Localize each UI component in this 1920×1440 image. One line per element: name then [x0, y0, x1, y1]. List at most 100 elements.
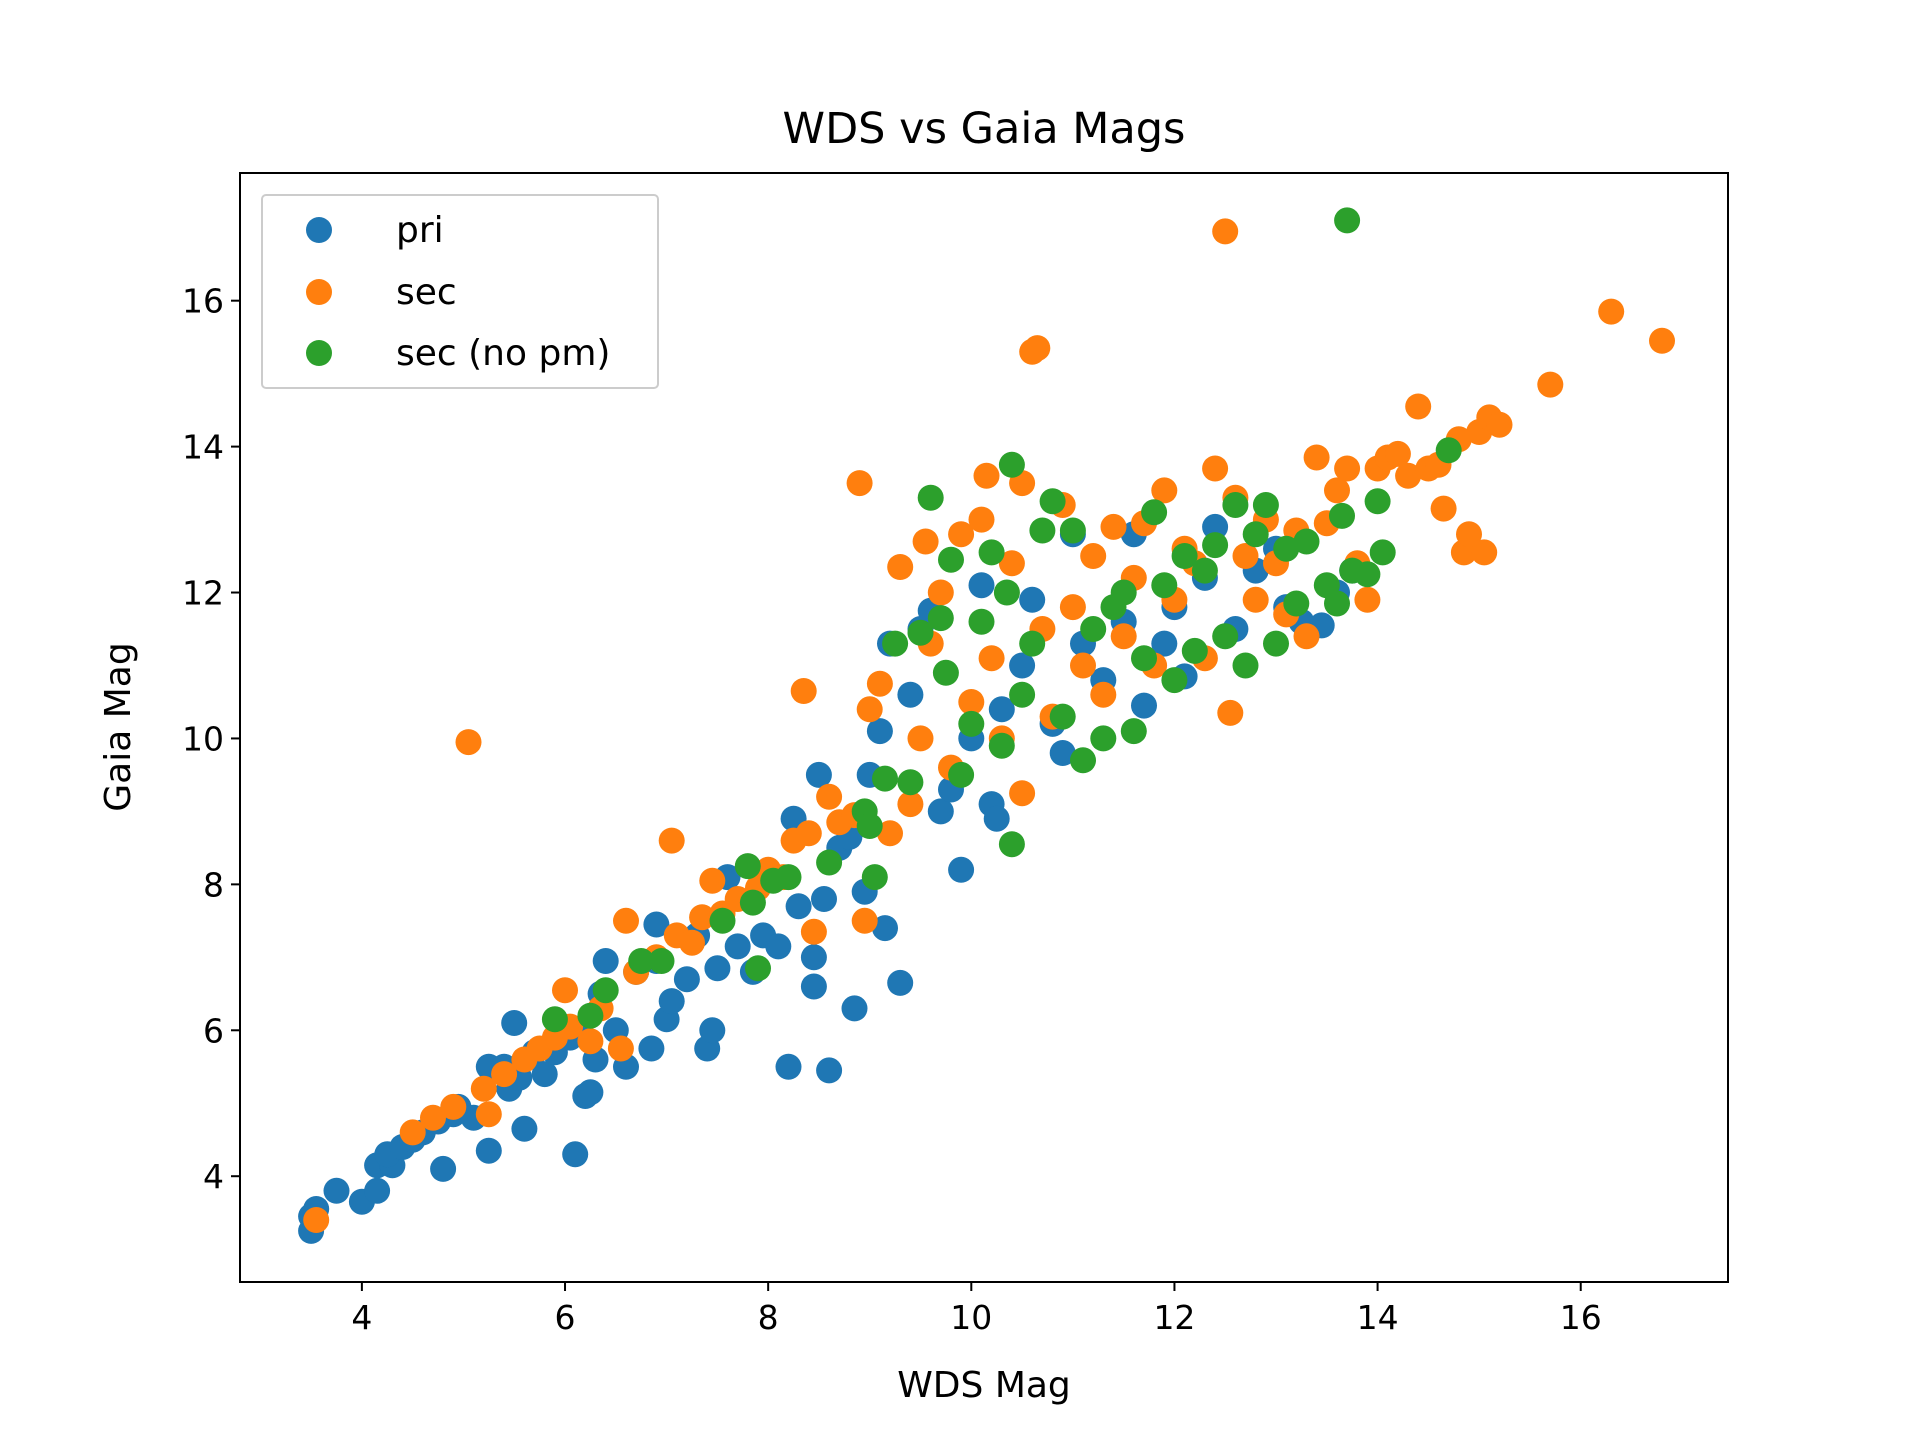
- data-point: [1024, 335, 1051, 362]
- x-tick-label: 8: [758, 1298, 779, 1337]
- y-tick-label: 12: [182, 574, 224, 613]
- data-point: [866, 718, 893, 745]
- data-point: [1131, 692, 1157, 719]
- data-point: [1181, 637, 1208, 664]
- data-point: [978, 645, 1005, 672]
- data-point: [856, 696, 883, 723]
- data-point: [775, 864, 802, 891]
- data-point: [912, 528, 939, 555]
- data-point: [1430, 495, 1457, 522]
- data-point: [1242, 521, 1269, 548]
- data-point: [872, 915, 898, 942]
- data-point: [643, 911, 670, 938]
- data-point: [1324, 590, 1350, 617]
- legend-label-pri: pri: [396, 210, 444, 251]
- data-point: [978, 539, 1005, 566]
- data-point: [1100, 513, 1127, 540]
- x-axis: 4 6 8 10 12 14 16: [351, 1282, 1602, 1337]
- legend-label-sec: sec: [396, 272, 457, 313]
- data-point: [562, 1141, 589, 1168]
- data-point: [1090, 681, 1117, 708]
- series-sec-no-pm: [541, 207, 1462, 1033]
- x-axis-label: WDS Mag: [897, 1365, 1071, 1406]
- data-point: [1283, 590, 1310, 617]
- data-point: [968, 608, 995, 635]
- data-point: [917, 484, 944, 511]
- data-point: [420, 1104, 446, 1131]
- data-point: [1471, 539, 1498, 566]
- data-point: [1049, 703, 1076, 730]
- data-point: [709, 907, 736, 934]
- data-point: [1090, 725, 1117, 752]
- data-point: [1049, 740, 1076, 766]
- data-point: [475, 1137, 502, 1164]
- data-point: [607, 1035, 634, 1062]
- data-point: [1070, 747, 1096, 774]
- data-point: [1293, 528, 1320, 555]
- data-point: [927, 798, 954, 825]
- legend-marker-pri: [306, 217, 332, 243]
- data-point: [1354, 586, 1381, 613]
- data-point: [613, 907, 639, 934]
- data-point: [1120, 718, 1147, 745]
- data-point: [948, 856, 975, 883]
- data-point: [907, 619, 934, 646]
- x-tick-label: 12: [1153, 1298, 1195, 1337]
- data-point: [1080, 616, 1107, 642]
- data-point: [1324, 477, 1350, 504]
- data-point: [800, 918, 827, 945]
- data-point: [1329, 502, 1355, 529]
- data-point: [988, 696, 1015, 723]
- data-point: [877, 820, 903, 847]
- data-point: [1029, 517, 1056, 544]
- data-point: [531, 1061, 558, 1088]
- data-point: [1456, 521, 1482, 548]
- data-point: [1171, 543, 1198, 569]
- data-point: [846, 470, 873, 497]
- data-point: [577, 1079, 604, 1106]
- data-point: [679, 929, 705, 956]
- data-point: [1217, 699, 1244, 726]
- plot-frame: [239, 172, 1729, 1283]
- legend-marker-sec: [306, 279, 332, 305]
- data-point: [816, 849, 843, 876]
- data-point: [968, 572, 995, 599]
- data-point: [998, 831, 1025, 858]
- data-point: [993, 579, 1020, 606]
- data-point: [948, 761, 975, 788]
- data-point: [795, 820, 822, 847]
- data-point: [689, 904, 716, 931]
- x-tick-label: 14: [1357, 1298, 1399, 1337]
- data-point: [475, 1101, 502, 1128]
- data-point: [938, 546, 964, 573]
- data-point: [1191, 557, 1218, 584]
- data-point: [1151, 630, 1178, 657]
- data-point: [399, 1119, 426, 1146]
- data-point: [1395, 462, 1422, 489]
- data-point: [552, 977, 578, 1004]
- data-point: [1232, 652, 1259, 679]
- data-point: [968, 506, 995, 533]
- data-point: [699, 867, 726, 894]
- data-point: [958, 689, 985, 715]
- data-point: [973, 462, 1000, 489]
- data-point: [455, 729, 482, 756]
- data-point: [765, 933, 792, 960]
- data-point: [1110, 623, 1137, 650]
- y-tick-label: 16: [182, 282, 224, 321]
- data-point: [1202, 455, 1229, 482]
- data-point: [1080, 543, 1107, 569]
- data-point: [1059, 594, 1086, 621]
- data-point: [897, 791, 924, 818]
- data-point: [887, 554, 914, 580]
- y-tick-label: 8: [203, 865, 224, 904]
- y-axis: 4 6 8 10 12 14 16: [182, 282, 240, 1196]
- data-point: [866, 670, 893, 697]
- x-tick-label: 4: [351, 1298, 372, 1337]
- data-point: [816, 783, 843, 810]
- data-point: [1649, 327, 1675, 354]
- data-point: [872, 765, 898, 792]
- data-point: [851, 907, 878, 934]
- data-point: [1405, 393, 1432, 420]
- data-point: [592, 948, 619, 974]
